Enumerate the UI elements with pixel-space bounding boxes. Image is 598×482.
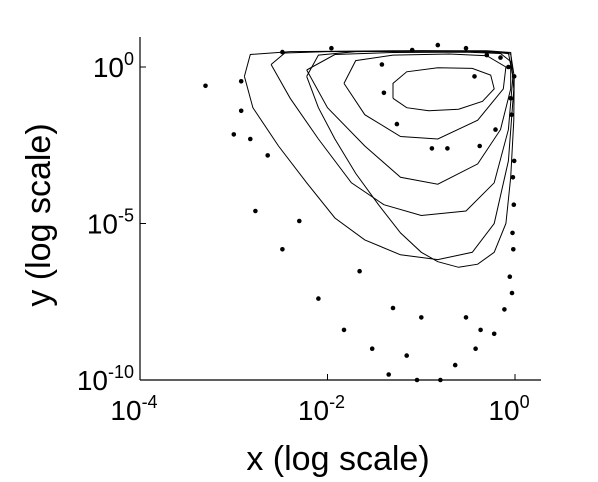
data-point	[280, 49, 285, 55]
data-point	[511, 247, 516, 252]
data-point	[231, 132, 237, 137]
data-point	[511, 158, 517, 164]
contour-line	[243, 50, 515, 261]
data-point	[510, 175, 516, 180]
data-point	[329, 45, 334, 51]
data-point	[381, 90, 387, 96]
data-point	[297, 218, 302, 224]
data-point	[477, 143, 483, 149]
data-point	[509, 290, 515, 296]
data-point	[502, 307, 507, 312]
data-point	[357, 268, 362, 274]
contour-lines	[243, 50, 515, 268]
data-point	[478, 327, 483, 333]
data-point	[203, 83, 208, 89]
data-point	[390, 305, 396, 311]
data-point	[265, 153, 271, 158]
x-tick-label: 10-4	[110, 392, 157, 426]
contour-line	[306, 50, 515, 268]
data-point	[445, 146, 450, 151]
data-point	[280, 247, 285, 252]
data-point	[510, 230, 515, 236]
data-point	[506, 64, 511, 70]
data-point	[386, 372, 392, 377]
data-point	[316, 296, 321, 301]
data-point	[379, 62, 385, 67]
data-point	[511, 74, 517, 79]
data-point	[491, 331, 497, 337]
data-point	[452, 362, 458, 368]
data-point	[435, 42, 441, 48]
data-point	[498, 55, 503, 60]
data-point	[394, 121, 400, 127]
data-point	[253, 208, 258, 214]
data-point	[429, 146, 435, 151]
data-point	[419, 315, 424, 320]
data-point	[404, 353, 410, 358]
data-point	[484, 52, 490, 58]
data-point	[493, 127, 498, 132]
data-point	[507, 274, 513, 280]
data-point	[463, 45, 469, 51]
y-tick-label: 100	[93, 49, 134, 83]
data-point	[238, 79, 244, 84]
data-point	[409, 47, 415, 53]
y-axis-ticks: 10-10 10-5 100	[77, 49, 146, 396]
data-point	[473, 346, 478, 352]
y-tick-label: 10-10	[77, 362, 134, 396]
data-point	[238, 108, 244, 114]
x-tick-label: 100	[488, 392, 529, 426]
data-point	[508, 96, 513, 101]
data-point	[463, 315, 469, 320]
scatter-points	[203, 42, 517, 383]
x-axis-label: x (log scale)	[246, 440, 429, 478]
data-point	[472, 74, 477, 79]
data-point	[511, 202, 517, 207]
data-point	[509, 112, 514, 117]
data-point	[369, 346, 375, 352]
y-axis-label: y (log scale)	[20, 123, 58, 306]
data-point	[341, 327, 347, 333]
contour-line	[392, 67, 495, 112]
x-axis-ticks: 10-4 10-2 100	[110, 374, 530, 426]
contour-line	[343, 53, 507, 140]
data-point	[248, 136, 253, 142]
y-tick-label: 10-5	[87, 206, 134, 240]
contour-line	[306, 51, 512, 185]
x-tick-label: 10-2	[298, 392, 345, 426]
